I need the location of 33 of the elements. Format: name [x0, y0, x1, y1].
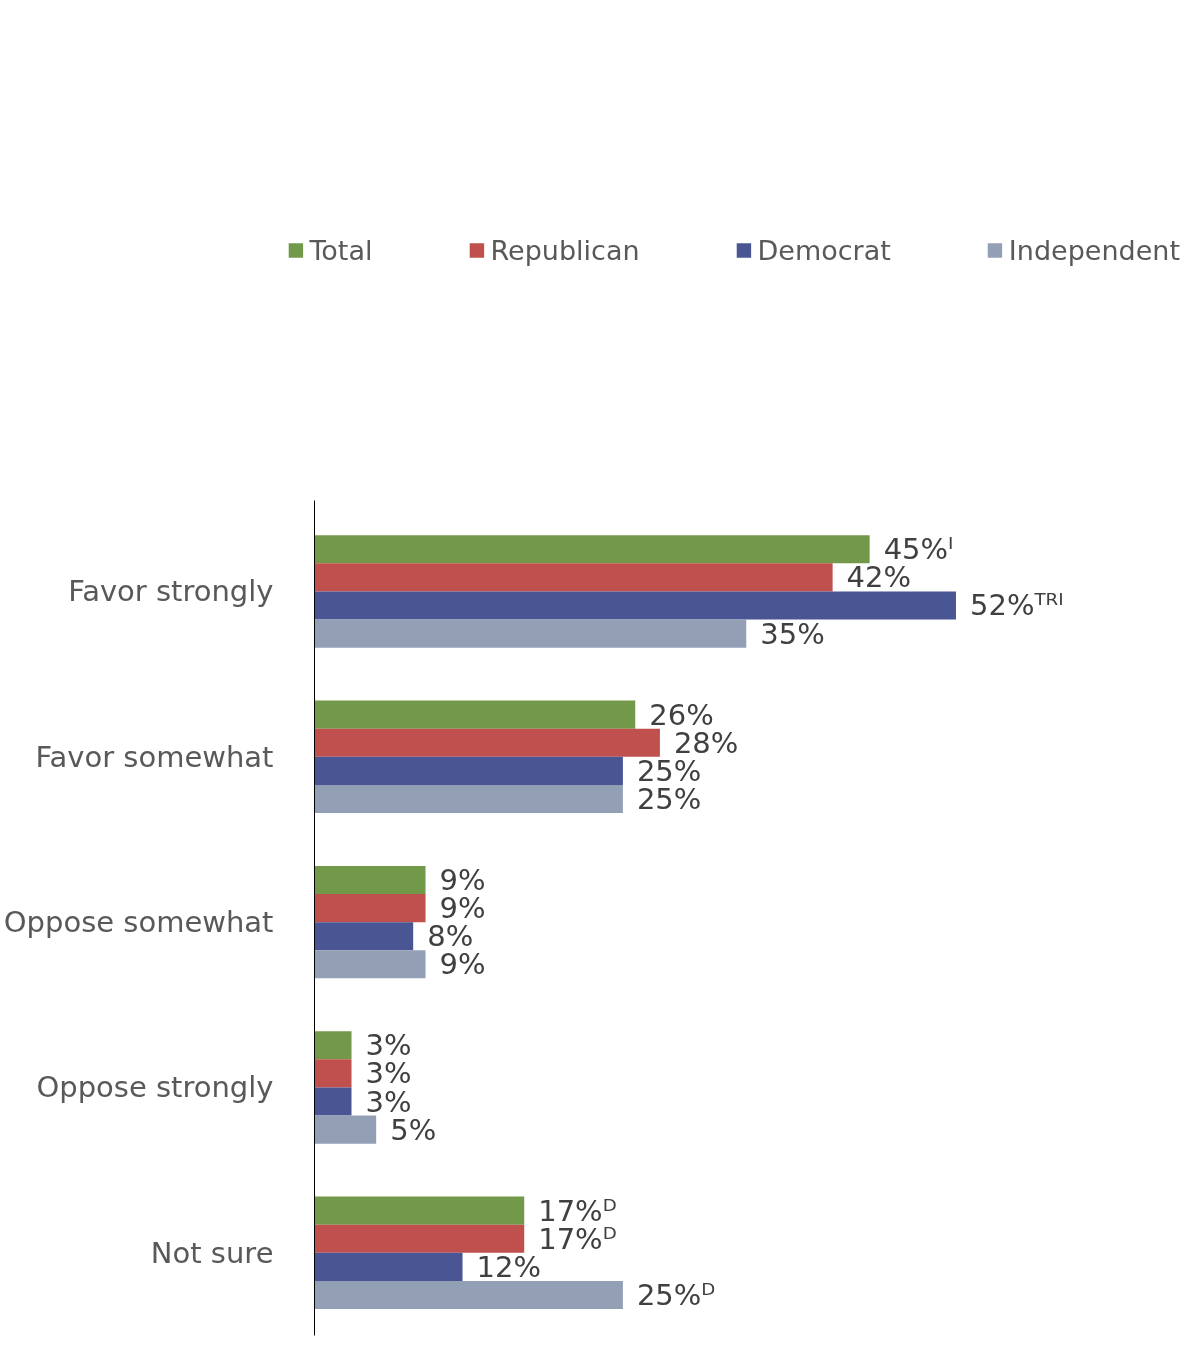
bar	[314, 1059, 352, 1088]
bar	[314, 1252, 463, 1281]
bar	[314, 1087, 352, 1116]
bar	[314, 563, 833, 592]
data-label: 35%	[760, 616, 825, 651]
bar	[314, 619, 747, 648]
bar	[314, 894, 426, 923]
y-tick-label: Oppose strongly	[36, 1070, 274, 1105]
bar	[314, 1280, 623, 1310]
bar	[314, 950, 426, 979]
bar	[314, 591, 956, 620]
legend-label: Total	[309, 234, 373, 266]
bar	[314, 756, 623, 785]
bar	[314, 535, 870, 564]
y-tick-label: Not sure	[150, 1235, 274, 1270]
bar	[314, 1196, 525, 1225]
legend-label: Republican	[490, 234, 640, 266]
data-label: 25%ᴰ	[636, 1277, 716, 1312]
bar	[314, 1115, 377, 1144]
bar	[314, 922, 414, 951]
bar	[314, 865, 426, 895]
data-label: 12%	[476, 1249, 541, 1284]
data-label: 52%ᵀᴿᴵ	[969, 588, 1064, 623]
legend-label: Democrat	[757, 234, 891, 266]
bar	[314, 700, 636, 729]
bar	[314, 784, 623, 813]
bar	[314, 728, 660, 757]
bar	[314, 1031, 352, 1060]
bar	[314, 1224, 525, 1253]
y-tick-label: Favor somewhat	[35, 739, 274, 774]
legend-label: Independent	[1008, 234, 1180, 266]
y-tick-label: Favor strongly	[68, 574, 274, 609]
y-tick-label: Oppose somewhat	[3, 905, 274, 940]
